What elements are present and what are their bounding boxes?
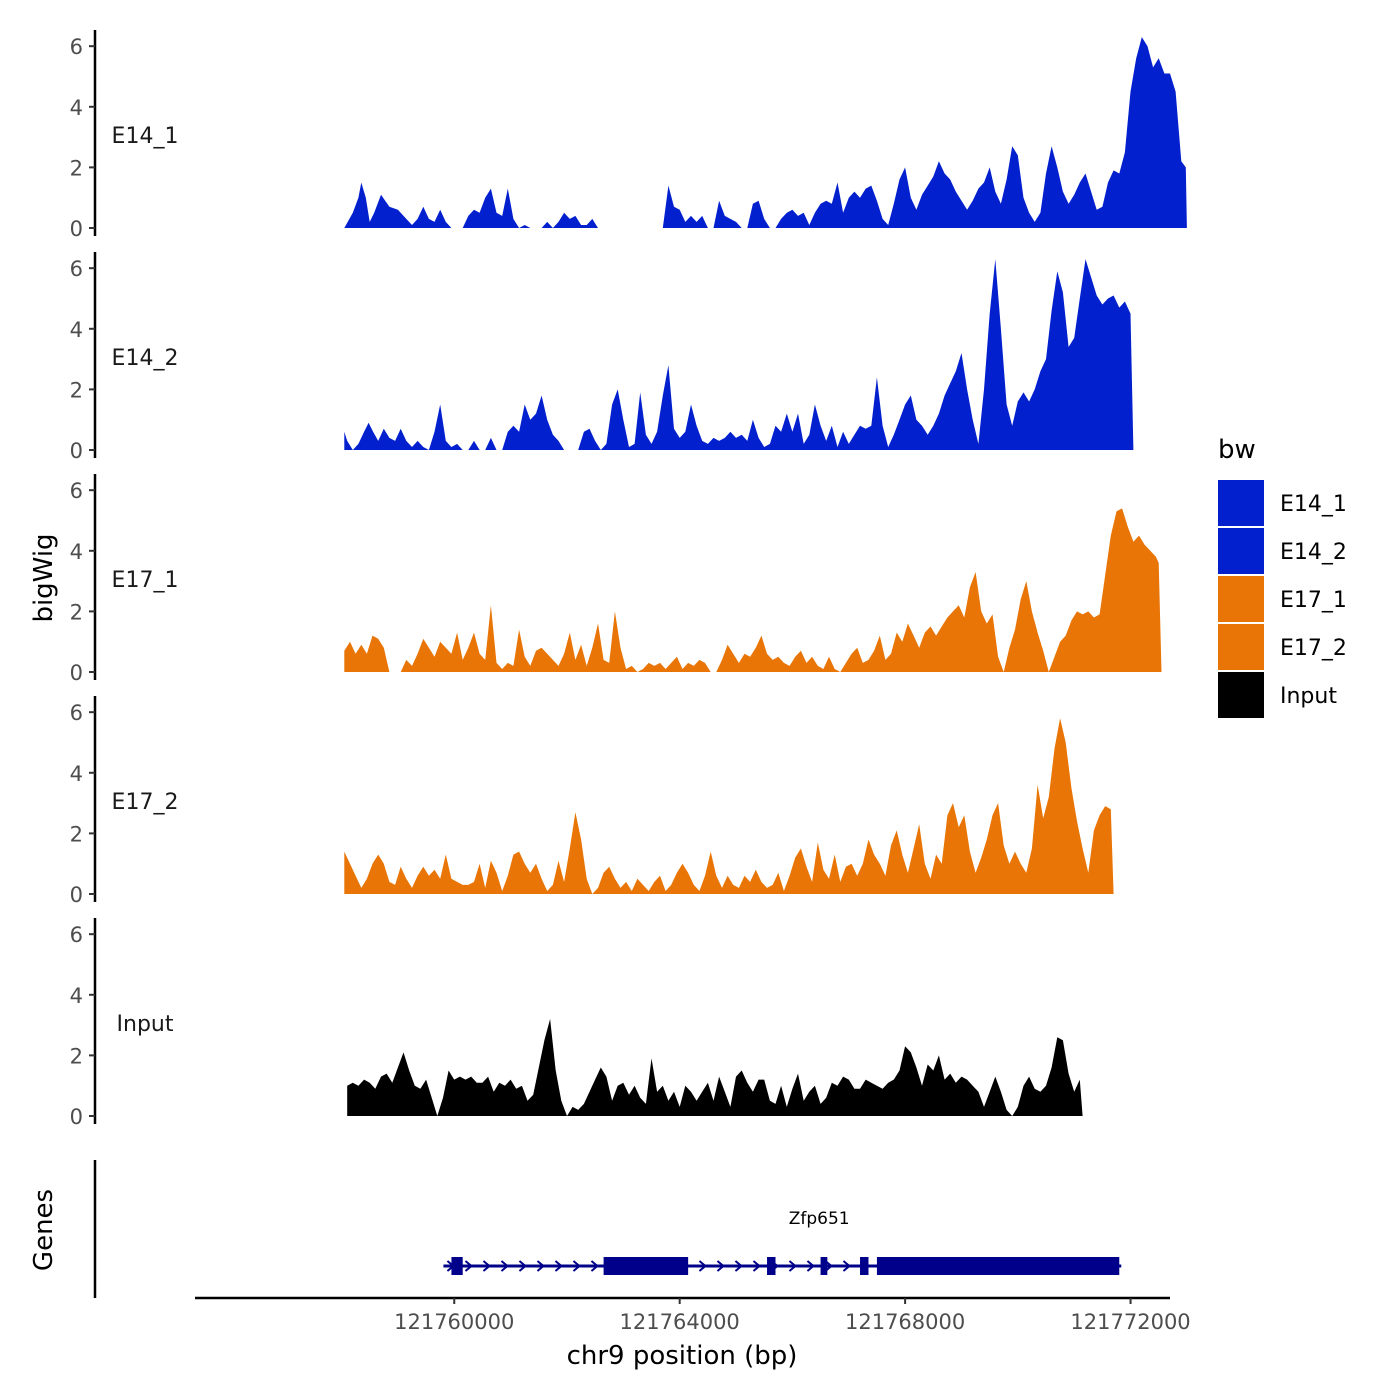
track-label: Input (117, 1012, 174, 1037)
x-axis-title: chr9 position (bp) (567, 1341, 798, 1371)
strand-arrow (464, 1260, 473, 1272)
y-tick-label: 2 (70, 378, 83, 402)
y-tick-label: 6 (70, 701, 83, 725)
genes-axis-title: Genes (29, 1189, 59, 1271)
strand-arrow (482, 1260, 491, 1272)
y-tick-label: 4 (70, 984, 83, 1008)
strand-arrow (518, 1260, 527, 1272)
strand-arrow (806, 1260, 815, 1272)
strand-arrow (734, 1260, 743, 1272)
legend-label: E17_1 (1280, 588, 1347, 613)
strand-arrow (752, 1260, 761, 1272)
y-tick-label: 2 (70, 1044, 83, 1068)
gene-exon (860, 1257, 869, 1275)
y-tick-label: 2 (70, 822, 83, 846)
y-tick-label: 6 (70, 35, 83, 59)
strand-arrow (842, 1260, 851, 1272)
x-tick-label: 121764000 (620, 1310, 740, 1334)
legend: bw E14_1 E14_2 E17_1 E17_2 Input (1218, 435, 1347, 718)
track-Input: 0 2 4 6 Input (70, 918, 1083, 1129)
track-label: E14_2 (112, 346, 179, 371)
coverage-area-E14_1 (344, 37, 1187, 228)
x-tick-label: 121768000 (845, 1310, 965, 1334)
y-tick-label: 2 (70, 600, 83, 624)
y-tick-label: 6 (70, 479, 83, 503)
track-E14_1: 0 2 4 6 E14_1 (70, 30, 1187, 241)
strand-arrow (788, 1260, 797, 1272)
y-tick-label: 0 (70, 883, 83, 907)
strand-arrow (698, 1260, 707, 1272)
strand-arrow (536, 1260, 545, 1272)
coverage-area-E14_2 (344, 259, 1134, 450)
legend-label: Input (1280, 684, 1337, 709)
y-tick-label: 4 (70, 762, 83, 786)
coverage-area-E17_1 (344, 508, 1162, 672)
track-label: E17_2 (112, 790, 179, 815)
strand-arrow (500, 1260, 509, 1272)
legend-swatch-E17_1 (1218, 576, 1264, 622)
gene-label: Zfp651 (789, 1209, 850, 1229)
coverage-area-E17_2 (344, 718, 1114, 894)
strand-arrow (824, 1260, 833, 1272)
legend-swatch-E14_2 (1218, 528, 1264, 574)
y-axis-title: bigWig (29, 533, 59, 622)
x-axis: 121760000 121764000 121768000 121772000 (195, 1296, 1191, 1334)
y-tick-label: 0 (70, 439, 83, 463)
coverage-area-Input (347, 1019, 1083, 1116)
y-tick-label: 0 (70, 1105, 83, 1129)
strand-arrow (590, 1260, 599, 1272)
track-E17_1: 0 2 4 6 E17_1 (70, 474, 1162, 685)
y-tick-label: 0 (70, 661, 83, 685)
strand-arrow (716, 1260, 725, 1272)
y-tick-label: 6 (70, 257, 83, 281)
gene-exon (767, 1257, 776, 1275)
legend-label: E14_2 (1280, 540, 1347, 565)
legend-label: E17_2 (1280, 636, 1347, 661)
legend-label: E14_1 (1280, 492, 1347, 517)
legend-swatch-E14_1 (1218, 480, 1264, 526)
y-tick-label: 4 (70, 540, 83, 564)
track-label: E14_1 (112, 124, 179, 149)
track-label: E17_1 (112, 568, 179, 593)
legend-swatch-Input (1218, 672, 1264, 718)
y-tick-label: 2 (70, 156, 83, 180)
track-E14_2: 0 2 4 6 E14_2 (70, 252, 1134, 463)
gene-exon (451, 1257, 463, 1275)
x-tick-label: 121760000 (394, 1310, 514, 1334)
gene-exon (876, 1257, 1120, 1275)
strand-arrow (554, 1260, 563, 1272)
gene-exon (603, 1257, 689, 1275)
y-tick-label: 0 (70, 217, 83, 241)
x-tick-label: 121772000 (1070, 1310, 1190, 1334)
track-E17_2: 0 2 4 6 E17_2 (70, 696, 1114, 907)
legend-title: bw (1218, 435, 1256, 465)
legend-swatch-E17_2 (1218, 624, 1264, 670)
coverage-tracks: 0 2 4 6 E14_1 0 2 4 6 E14_2 0 2 4 6 E17_1 0 2 4 6 E17_2 0 2 4 6… (70, 30, 1187, 1129)
y-tick-label: 4 (70, 96, 83, 120)
y-tick-label: 4 (70, 318, 83, 342)
y-tick-label: 6 (70, 923, 83, 947)
gene-exon (820, 1257, 828, 1275)
strand-arrow (572, 1260, 581, 1272)
genes-panel: Zfp651 (93, 1160, 1122, 1298)
